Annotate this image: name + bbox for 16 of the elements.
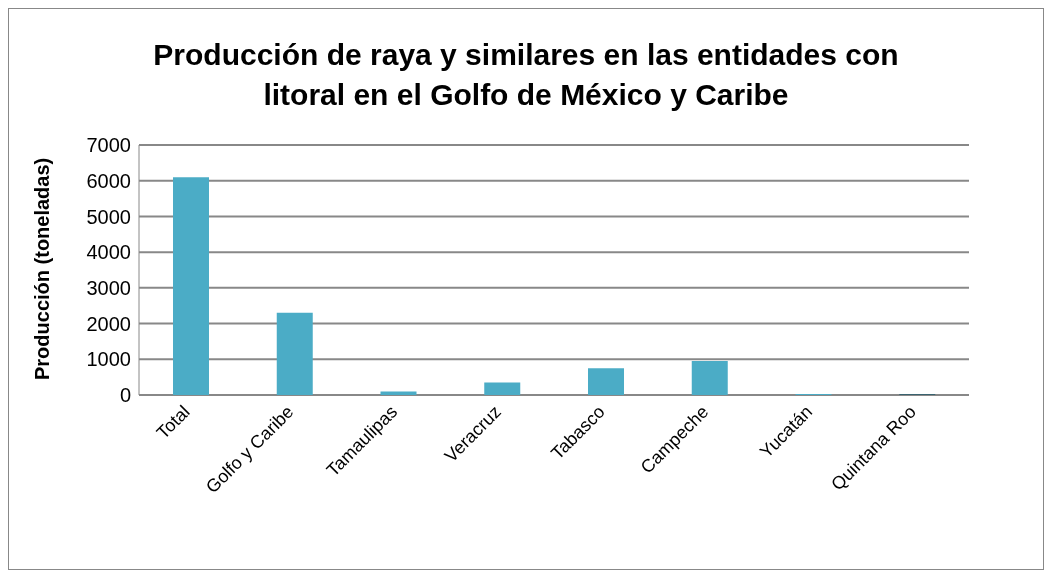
y-tick-label: 2000: [86, 312, 131, 335]
y-tick-label: 4000: [86, 241, 131, 264]
bar: [691, 361, 728, 395]
y-tick-label: 3000: [86, 276, 131, 299]
bar: [173, 177, 209, 395]
y-axis-title: Producción (toneladas): [31, 157, 54, 380]
bar: [588, 368, 624, 395]
y-tick-label: 0: [119, 384, 131, 407]
y-tick-label: 6000: [86, 169, 131, 192]
bar: [380, 391, 417, 395]
bar: [484, 382, 521, 395]
chart-title: Producción de raya y similares en las entidades con litoral en el Golfo de México y Caribe: [152, 37, 900, 113]
y-tick-label: 7000: [86, 134, 131, 157]
bar: [276, 312, 313, 395]
y-tick-label: 5000: [86, 205, 131, 228]
y-tick-label: 1000: [86, 348, 131, 371]
